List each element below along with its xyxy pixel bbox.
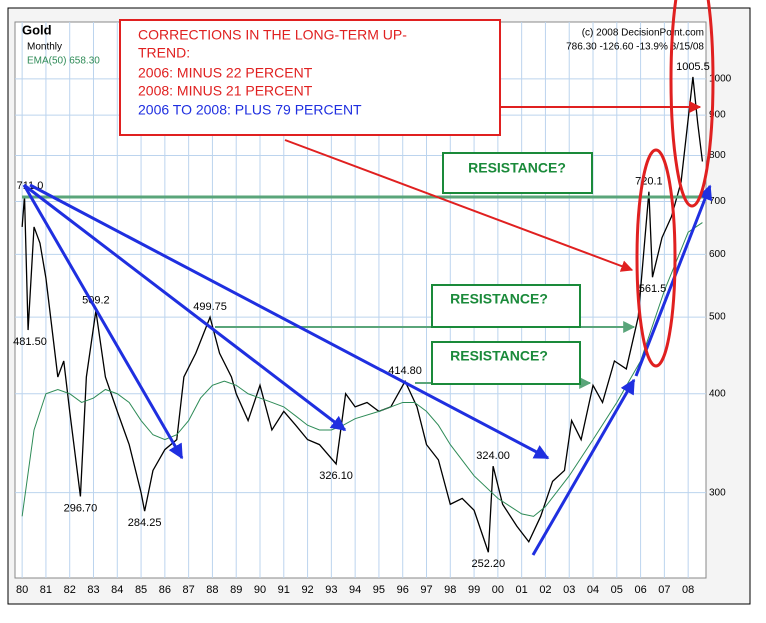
y-tick-label: 500 bbox=[709, 312, 726, 323]
point-label: 499.75 bbox=[193, 301, 227, 313]
annotations bbox=[22, 0, 715, 556]
x-tick-label: 03 bbox=[563, 584, 575, 596]
x-tick-label: 88 bbox=[206, 584, 218, 596]
resistance-box bbox=[431, 341, 581, 385]
y-tick-label: 700 bbox=[709, 196, 726, 207]
x-tick-label: 04 bbox=[587, 584, 599, 596]
x-tick-label: 02 bbox=[539, 584, 551, 596]
resistance-text: RESISTANCE? bbox=[450, 348, 548, 364]
y-tick-label: 1000 bbox=[709, 74, 732, 85]
corrections-text: 2006: MINUS 22 PERCENT bbox=[138, 65, 313, 81]
resistance-box bbox=[431, 284, 581, 328]
point-label: 296.70 bbox=[64, 502, 98, 514]
x-tick-label: 08 bbox=[682, 584, 694, 596]
corrections-text: 2008: MINUS 21 PERCENT bbox=[138, 83, 313, 99]
x-tick-label: 86 bbox=[159, 584, 171, 596]
x-tick-label: 89 bbox=[230, 584, 242, 596]
x-tick-label: 06 bbox=[634, 584, 646, 596]
chart-title: Gold bbox=[22, 22, 52, 37]
x-tick-label: 83 bbox=[87, 584, 99, 596]
y-tick-label: 600 bbox=[709, 249, 726, 260]
x-tick-label: 01 bbox=[516, 584, 528, 596]
ema-label: EMA(50) 658.30 bbox=[27, 56, 100, 67]
resistance-text: RESISTANCE? bbox=[468, 160, 566, 176]
point-label: 1005.5 bbox=[676, 61, 710, 73]
point-label: 720.1 bbox=[635, 176, 663, 188]
last-quote: 786.30 -126.60 -13.9% 8/15/08 bbox=[566, 42, 704, 53]
highlight-ellipse bbox=[635, 148, 677, 368]
x-tick-label: 97 bbox=[420, 584, 432, 596]
red-arrow bbox=[284, 139, 634, 272]
price-line bbox=[21, 222, 703, 517]
trend-arrow bbox=[531, 378, 636, 556]
point-label: 284.25 bbox=[128, 517, 162, 529]
trend-arrow bbox=[22, 184, 184, 460]
x-tick-label: 94 bbox=[349, 584, 361, 596]
point-label: 324.00 bbox=[476, 450, 510, 462]
highlight-ellipse bbox=[669, 0, 715, 208]
trend-arrow bbox=[634, 184, 713, 377]
corrections-text: CORRECTIONS IN THE LONG-TERM UP- bbox=[138, 27, 407, 43]
x-tick-label: 92 bbox=[301, 584, 313, 596]
price-line bbox=[21, 76, 704, 553]
x-tick-label: 81 bbox=[40, 584, 52, 596]
x-tick-label: 80 bbox=[16, 584, 28, 596]
x-tick-label: 95 bbox=[373, 584, 385, 596]
point-label: 326.10 bbox=[319, 470, 353, 482]
x-tick-label: 91 bbox=[278, 584, 290, 596]
corrections-text: 2006 TO 2008: PLUS 79 PERCENT bbox=[138, 102, 362, 118]
x-tick-label: 00 bbox=[492, 584, 504, 596]
point-label: 252.20 bbox=[472, 558, 506, 570]
subtitle: Monthly bbox=[27, 42, 62, 53]
point-label: 481.50 bbox=[13, 336, 47, 348]
x-tick-label: 87 bbox=[183, 584, 195, 596]
x-tick-label: 85 bbox=[135, 584, 147, 596]
x-tick-label: 90 bbox=[254, 584, 266, 596]
x-tick-label: 05 bbox=[611, 584, 623, 596]
x-tick-label: 98 bbox=[444, 584, 456, 596]
corrections-box bbox=[119, 19, 501, 136]
y-tick-label: 900 bbox=[709, 110, 726, 121]
trend-arrow bbox=[23, 183, 347, 432]
y-tick-label: 800 bbox=[709, 150, 726, 161]
x-tick-label: 93 bbox=[325, 584, 337, 596]
x-tick-label: 96 bbox=[397, 584, 409, 596]
resistance-box bbox=[442, 152, 593, 194]
point-label: 414.80 bbox=[388, 365, 422, 377]
x-tick-label: 99 bbox=[468, 584, 480, 596]
corrections-text: TREND: bbox=[138, 45, 190, 61]
x-tick-label: 82 bbox=[64, 584, 76, 596]
y-tick-label: 300 bbox=[709, 487, 726, 498]
point-label: 561.5 bbox=[639, 283, 667, 295]
copyright: (c) 2008 DecisionPoint.com bbox=[582, 28, 704, 39]
y-tick-label: 400 bbox=[709, 388, 726, 399]
trend-arrow bbox=[29, 183, 550, 460]
x-tick-label: 07 bbox=[658, 584, 670, 596]
point-label: 509.2 bbox=[82, 295, 110, 307]
x-tick-label: 84 bbox=[111, 584, 123, 596]
resistance-text: RESISTANCE? bbox=[450, 291, 548, 307]
